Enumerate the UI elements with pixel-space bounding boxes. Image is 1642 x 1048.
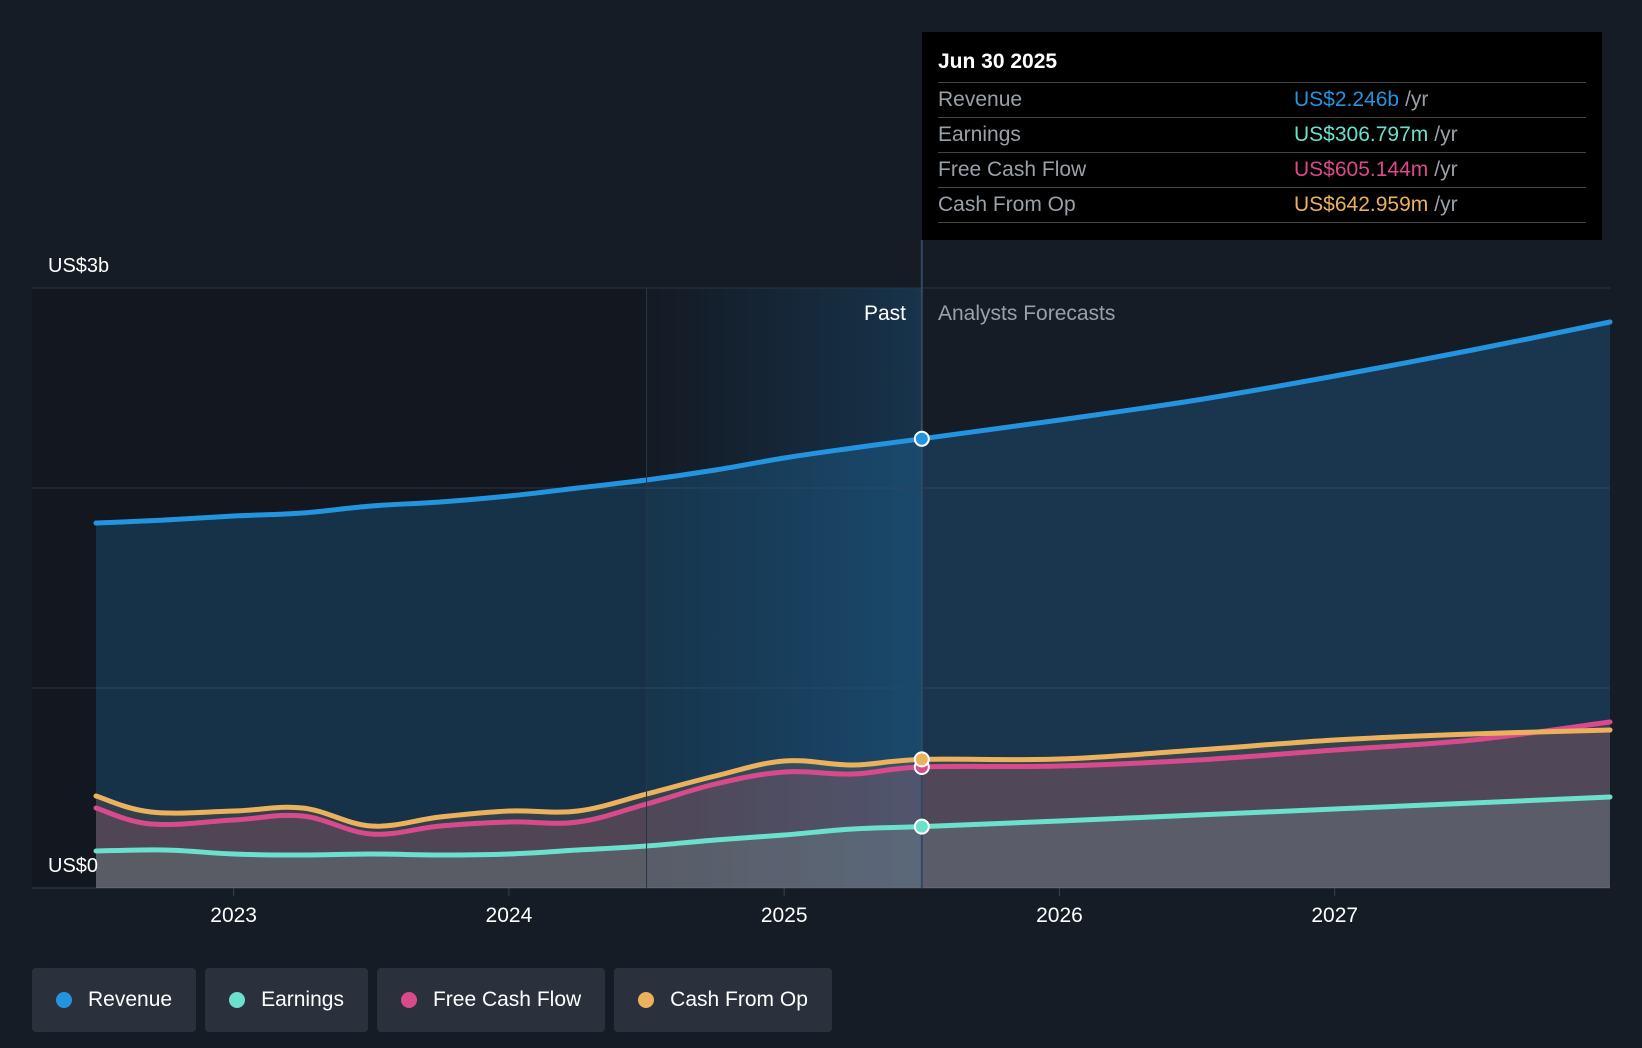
legend-dot-icon [400,992,417,1008]
cash-from-op-marker[interactable] [913,751,930,768]
legend-label: Earnings [261,988,344,1011]
tooltip-row-revenue: Revenue US$2.246b/yr [938,83,1586,118]
tooltip-value-unit: /yr [1405,88,1429,111]
forecast-label: Analysts Forecasts [938,302,1115,325]
tooltip-value-number: US$605.144m [1294,158,1429,181]
revenue-line [93,319,1613,526]
tooltip-value-unit: /yr [1434,123,1458,146]
earnings-marker[interactable] [913,818,930,835]
tooltip-label: Cash From Op [938,193,1076,216]
legend-label: Free Cash Flow [432,988,582,1011]
tooltip-date: Jun 30 2025 [938,46,1586,83]
tooltip-value-unit: /yr [1434,193,1458,216]
legend: Revenue Earnings Free Cash Flow Cash From O… [32,968,832,1032]
tooltip-label: Earnings [938,123,1021,146]
tooltip-label: Free Cash Flow [938,158,1087,181]
tooltip: Jun 30 2025 Revenue US$2.246b/yr Earnings U… [922,32,1602,240]
tooltip-value: US$605.144m/yr [1294,153,1458,186]
x-tick-label: 2027 [1311,904,1358,927]
legend-dot-icon [229,992,246,1008]
legend-label: Cash From Op [670,988,808,1011]
legend-dot-icon [638,992,655,1008]
legend-label: Revenue [88,988,173,1011]
free-cash-flow-area [96,722,1610,888]
revenue-marker[interactable] [913,430,930,447]
tooltip-value: US$642.959m/yr [1294,188,1458,221]
past-label: Past [864,302,906,325]
tooltip-value-unit: /yr [1434,158,1458,181]
earnings-line [93,794,1613,858]
tooltip-value: US$306.797m/yr [1294,118,1458,151]
legend-item-cash-from-op[interactable]: Cash From Op [614,968,832,1032]
free-cash-flow-line [93,719,1613,837]
tooltip-row-free-cash-flow: Free Cash Flow US$605.144m/yr [938,153,1586,188]
legend-item-earnings[interactable]: Earnings [205,968,368,1032]
legend-item-revenue[interactable]: Revenue [32,968,197,1032]
x-tick-label: 2026 [1036,904,1083,927]
legend-dot-icon [56,992,72,1008]
tooltip-value-number: US$306.797m [1294,123,1429,146]
cash-from-op-area [96,730,1610,888]
y-axis-top-label: US$3b [48,255,109,277]
tooltip-row-earnings: Earnings US$306.797m/yr [938,118,1586,153]
chart-plot: US$3b US$0 Past Analysts Forecasts 2023 2… [32,240,1613,927]
tooltip-label: Revenue [938,88,1023,111]
y-axis-bottom-label: US$0 [48,855,98,877]
earnings-area [96,797,1610,888]
tooltip-value-number: US$2.246b [1294,88,1400,111]
cash-from-op-line [93,727,1613,829]
legend-item-free-cash-flow[interactable]: Free Cash Flow [376,968,606,1032]
tooltip-row-cash-from-op: Cash From Op US$642.959m/yr [938,188,1586,223]
tooltip-value-number: US$642.959m [1294,193,1429,216]
x-tick-label: 2023 [210,904,257,927]
x-tick-label: 2024 [486,904,533,927]
tooltip-value: US$2.246b/yr [1294,83,1428,116]
x-tick-label: 2025 [761,904,808,927]
